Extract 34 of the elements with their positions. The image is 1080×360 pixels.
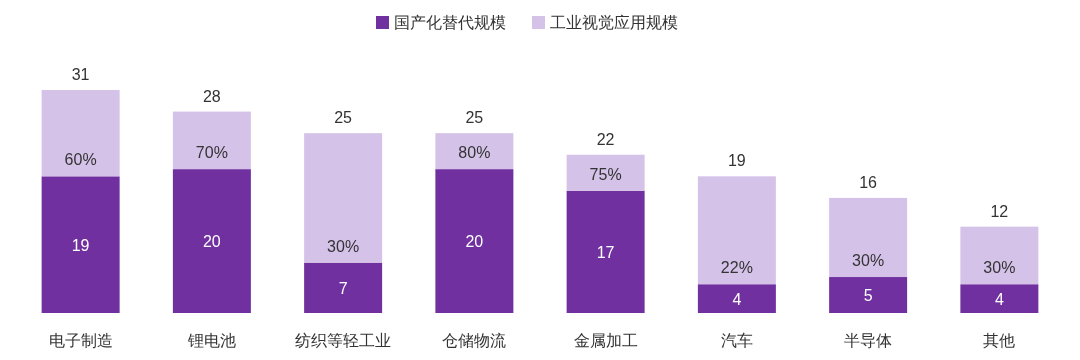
data-label: 4 bbox=[732, 290, 742, 308]
x-tick-label: 电子制造 bbox=[48, 332, 113, 349]
x-tick-label: 其他 bbox=[983, 332, 1016, 349]
legend-label: 国产化替代规模 bbox=[394, 14, 506, 31]
annotation: 60% bbox=[64, 151, 97, 169]
total-label: 19 bbox=[727, 152, 746, 170]
annotation: 22% bbox=[720, 259, 753, 277]
annotation: 30% bbox=[327, 237, 360, 255]
data-label: 19 bbox=[71, 236, 90, 254]
total-label: 25 bbox=[465, 109, 484, 127]
total-label: 22 bbox=[596, 130, 615, 148]
x-tick-label: 汽车 bbox=[720, 332, 753, 349]
annotation: 80% bbox=[458, 144, 491, 162]
x-tick-label: 金属加工 bbox=[573, 332, 638, 349]
annotation: 30% bbox=[852, 252, 885, 270]
legend-label: 工业视觉应用规模 bbox=[550, 14, 678, 31]
total-label: 25 bbox=[334, 109, 353, 127]
data-label: 20 bbox=[465, 233, 484, 251]
data-label: 17 bbox=[596, 243, 615, 261]
total-label: 28 bbox=[202, 87, 221, 105]
x-tick-label: 仓储物流 bbox=[442, 332, 507, 349]
annotation: 30% bbox=[983, 259, 1016, 277]
annotation: 75% bbox=[589, 165, 622, 183]
total-label: 12 bbox=[990, 202, 1009, 220]
data-label: 7 bbox=[338, 279, 348, 297]
data-label: 5 bbox=[863, 287, 873, 305]
total-label: 16 bbox=[859, 173, 878, 191]
x-tick-label: 锂电池 bbox=[186, 332, 236, 349]
data-label: 4 bbox=[994, 290, 1004, 308]
x-tick-label: 半导体 bbox=[844, 332, 893, 349]
total-label: 31 bbox=[71, 66, 90, 83]
annotation: 70% bbox=[195, 144, 228, 162]
data-label: 20 bbox=[202, 233, 221, 251]
x-tick-label: 纺织等轻工业 bbox=[295, 332, 392, 349]
